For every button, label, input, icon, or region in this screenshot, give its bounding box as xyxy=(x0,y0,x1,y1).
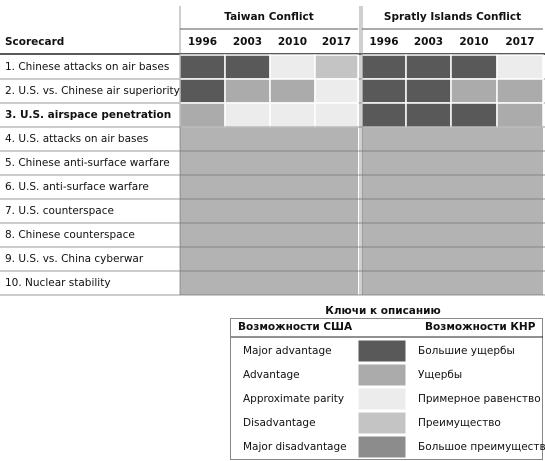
legend-us: Major advantage xyxy=(243,345,332,357)
rating-cell xyxy=(405,54,452,80)
legend-us: Approximate parity xyxy=(243,393,344,405)
legend-us: Major disadvantage xyxy=(243,441,347,453)
year: 2010 xyxy=(459,36,488,48)
year: 2017 xyxy=(322,36,351,48)
legend-us: Disadvantage xyxy=(243,417,316,429)
legend-title: Ключи к описанию xyxy=(325,305,440,317)
legend-swatch xyxy=(357,387,407,411)
legend-header: Возможности КНР xyxy=(425,321,536,333)
rating-cell xyxy=(450,54,498,80)
legend-swatch xyxy=(357,411,407,435)
legend-prc: Большие ущербы xyxy=(418,345,515,357)
legend-prc: Примерное равенство xyxy=(418,393,541,405)
row-label: 8. Chinese counterspace xyxy=(5,229,135,241)
rating-cell xyxy=(450,102,498,128)
rating-cell xyxy=(314,102,359,128)
legend-header: Возможности США xyxy=(238,321,353,333)
legend-prc: Ущербы xyxy=(418,369,462,381)
year: 1996 xyxy=(188,36,217,48)
rating-cell xyxy=(361,78,407,104)
rating-cell xyxy=(224,54,271,80)
row-label: 3. U.S. airspace penetration xyxy=(5,109,171,121)
row-label: 6. U.S. anti-surface warfare xyxy=(5,181,149,193)
year: 2003 xyxy=(233,36,262,48)
rating-cell xyxy=(405,78,452,104)
rating-cell xyxy=(361,54,407,80)
legend-swatch xyxy=(357,435,407,459)
year: 1996 xyxy=(369,36,398,48)
rating-cell xyxy=(314,54,359,80)
legend-us: Advantage xyxy=(243,369,300,381)
scorecard-label: Scorecard xyxy=(5,36,64,48)
row-label: 5. Chinese anti-surface warfare xyxy=(5,157,170,169)
rating-cell xyxy=(361,102,407,128)
rating-cell xyxy=(224,78,271,104)
empty-block xyxy=(180,127,358,295)
rating-cell xyxy=(405,102,452,128)
row-label: 4. U.S. attacks on air bases xyxy=(5,133,148,145)
rating-cell xyxy=(269,78,316,104)
year: 2003 xyxy=(414,36,443,48)
rating-cell xyxy=(496,54,544,80)
rating-cell xyxy=(179,54,226,80)
rating-cell xyxy=(314,78,359,104)
row-label: 2. U.S. vs. Chinese air superiority xyxy=(5,85,180,97)
legend-prc: Преимущество xyxy=(418,417,501,429)
row-label: 1. Chinese attacks on air bases xyxy=(5,61,169,73)
group-title: Taiwan Conflict xyxy=(224,11,313,23)
rating-cell xyxy=(224,102,271,128)
legend-swatch xyxy=(357,363,407,387)
rating-cell xyxy=(496,102,544,128)
legend-prc: Большое преимущество xyxy=(418,441,545,453)
legend-swatch xyxy=(357,339,407,363)
year: 2017 xyxy=(505,36,534,48)
rating-cell xyxy=(269,102,316,128)
row-label: 7. U.S. counterspace xyxy=(5,205,114,217)
rating-cell xyxy=(179,78,226,104)
year: 2010 xyxy=(278,36,307,48)
empty-block xyxy=(362,127,543,295)
row-label: 9. U.S. vs. China cyberwar xyxy=(5,253,144,265)
group-title: Spratly Islands Conflict xyxy=(384,11,521,23)
rating-cell xyxy=(269,54,316,80)
rating-cell xyxy=(179,102,226,128)
legend-box xyxy=(230,318,543,460)
rating-cell xyxy=(496,78,544,104)
rating-cell xyxy=(450,78,498,104)
row-label: 10. Nuclear stability xyxy=(5,277,111,289)
